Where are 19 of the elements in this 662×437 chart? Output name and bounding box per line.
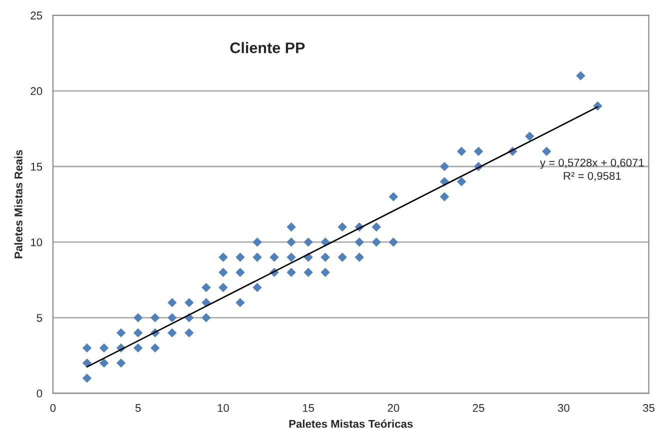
annotation: y = 0,5728x + 0,6071 bbox=[540, 158, 644, 169]
x-tick-label: 35 bbox=[643, 404, 654, 412]
y-tick-label: 20 bbox=[30, 87, 42, 96]
annotation: R² = 0,9581 bbox=[564, 172, 621, 182]
x-axis-title: Paletes Mistas Teóricas bbox=[289, 420, 413, 428]
x-tick-label: 0 bbox=[50, 404, 56, 412]
text: Cliente PP bbox=[230, 42, 305, 54]
x-tick-label: 20 bbox=[388, 404, 400, 412]
x-tick-label: 30 bbox=[558, 404, 570, 412]
y-tick-label: 25 bbox=[30, 12, 42, 20]
x-tick-label: 10 bbox=[218, 404, 229, 412]
y-tick-label: 0 bbox=[36, 390, 42, 398]
y-axis-title: Paletes Mistas Reais bbox=[14, 150, 22, 258]
y-tick-label: 5 bbox=[36, 314, 42, 322]
x-tick-label: 5 bbox=[135, 404, 141, 412]
x-tick-label: 15 bbox=[302, 404, 314, 412]
x-tick-label: 25 bbox=[472, 404, 484, 412]
y-tick-label: 15 bbox=[31, 162, 42, 171]
y-tick-label: 10 bbox=[31, 238, 42, 246]
